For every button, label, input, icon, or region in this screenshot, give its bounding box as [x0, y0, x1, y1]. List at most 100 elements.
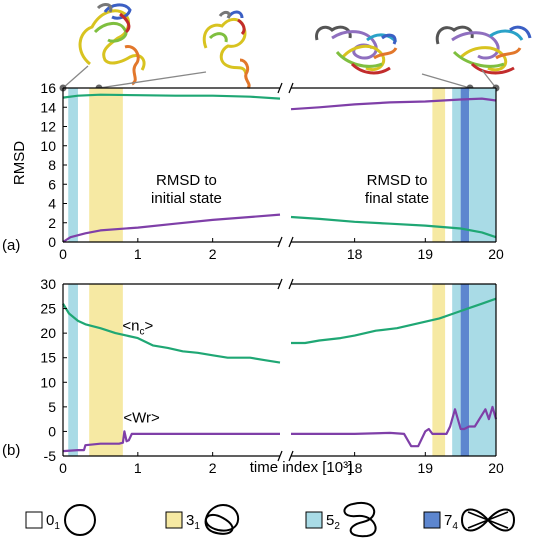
knot-region-3-1: [89, 284, 123, 456]
shaded-regions: [68, 88, 496, 242]
legend-swatch: [423, 511, 441, 529]
knot-3-1-icon: [204, 504, 240, 535]
knot-0-1-icon: [64, 504, 96, 536]
legend-label: 01: [46, 512, 60, 532]
knot-region-5-2: [68, 88, 78, 242]
pointer-line: [421, 73, 471, 89]
knot-legend: 01 31 52 74: [25, 501, 516, 538]
knot-region-5-2: [469, 284, 496, 456]
knot-7-4-icon: [461, 508, 516, 532]
protein-snapshot-end-icon: [435, 25, 532, 75]
knot-region-7-4: [460, 284, 470, 456]
legend-swatch: [165, 511, 183, 529]
legend-label: 52: [326, 512, 340, 532]
y-tick-label: 6: [48, 176, 56, 192]
y-tick-label: 10: [40, 138, 56, 154]
series-line-1-segment-2: [290, 215, 497, 239]
protein-snapshot-early-icon: [202, 10, 251, 90]
x-tick-label: 20: [488, 246, 504, 262]
axis-break-mark: [288, 278, 294, 290]
axis-break-mark: [288, 82, 294, 94]
knot-region-7-4: [460, 88, 470, 242]
series-line-1-segment-1: [62, 303, 281, 364]
axis-break-mark: [277, 82, 283, 94]
x-axis-label: time index [10³]: [250, 459, 353, 476]
x-tick-label: 19: [418, 460, 434, 476]
axis-break-mark: [288, 236, 294, 248]
y-tick-label: 8: [48, 157, 56, 173]
annotations: RMSD to initial state RMSD to final state: [151, 172, 429, 207]
series-lines: [62, 297, 498, 453]
pointer-line: [62, 65, 89, 89]
series-line-1-segment-2: [291, 297, 497, 345]
y-tick-label: 0: [48, 423, 56, 439]
axis-break-mark: [288, 450, 294, 462]
legend-item-7-4: 74: [423, 508, 516, 532]
x-tick-label: 1: [134, 460, 142, 476]
y-axis-label: RMSD: [11, 141, 28, 185]
knot-5-2-icon: [343, 501, 377, 538]
y-tick-label: 4: [48, 196, 56, 212]
series-line-2-segment-2: [291, 405, 498, 448]
series-labels: <nc> <Wr>: [122, 318, 160, 427]
x-tick-label: 18: [347, 246, 363, 262]
y-tick-label: 30: [40, 276, 56, 292]
x-tick-label: 0: [59, 246, 67, 262]
knot-region-3-1: [89, 88, 123, 242]
annotation: RMSD to final state: [365, 172, 429, 207]
y-tick-label: 2: [48, 215, 56, 231]
series-line-2-segment-1: [62, 430, 280, 453]
series-label-wr: <Wr>: [123, 410, 160, 427]
legend-swatch: [25, 511, 43, 529]
pointer-line: [481, 69, 497, 89]
x-tick-label: 18: [347, 460, 363, 476]
axes: [62, 82, 497, 248]
y-tick-label: 0: [48, 234, 56, 250]
knot-region-5-2: [68, 284, 78, 456]
series-lines: [62, 93, 497, 243]
annotation: RMSD to initial state: [151, 172, 222, 207]
x-tick-label: 20: [488, 460, 504, 476]
axes: [62, 278, 497, 462]
series-line-2-segment-1: [62, 213, 281, 243]
x-tick-label: 0: [59, 460, 67, 476]
knot-region-5-2: [452, 88, 461, 242]
panel-label: (b): [2, 442, 20, 459]
y-tick-label: 14: [40, 99, 56, 115]
series-label-nc: <nc>: [122, 318, 153, 338]
x-tick-label: 2: [209, 460, 217, 476]
axis-break-mark: [277, 278, 283, 290]
legend-item-0-1: 01: [25, 504, 96, 536]
y-tick-label: 20: [40, 325, 56, 341]
x-tick-label: 19: [418, 246, 434, 262]
y-tick-label: 16: [40, 80, 56, 96]
y-tick-label: 10: [40, 374, 56, 390]
legend-swatch: [305, 511, 323, 529]
y-tick-label: -5: [44, 448, 57, 464]
x-tick-label: 2: [209, 246, 217, 262]
legend-label: 31: [186, 512, 200, 532]
series-line-2-segment-2: [290, 97, 497, 111]
panel-label: (a): [2, 237, 20, 254]
snapshot-group: [78, 3, 532, 90]
knot-region-5-2: [469, 88, 496, 242]
legend-label: 74: [444, 512, 458, 532]
legend-item-5-2: 52: [305, 501, 377, 538]
y-tick-label: 12: [40, 119, 56, 135]
protein-snapshot-start-icon: [78, 3, 146, 86]
knot-region-3-1: [432, 88, 446, 242]
y-tick-label: 25: [40, 301, 56, 317]
pointer-line: [98, 71, 207, 89]
protein-snapshot-late-icon: [315, 25, 398, 75]
x-tick-label: 1: [134, 246, 142, 262]
shaded-regions: [68, 284, 496, 456]
axis-break-mark: [277, 450, 283, 462]
knot-region-5-2: [452, 284, 461, 456]
knot-region-3-1: [432, 284, 446, 456]
series-line-1-segment-1: [62, 93, 281, 100]
